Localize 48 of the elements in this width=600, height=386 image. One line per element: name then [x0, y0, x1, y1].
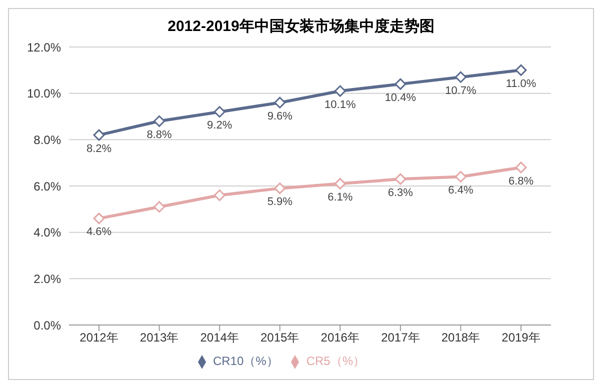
- data-label: 4.6%: [86, 226, 112, 238]
- point: [454, 71, 466, 83]
- point: [515, 64, 527, 76]
- x-tick-label: 2017年: [381, 330, 420, 345]
- x-tick-label: 2016年: [320, 330, 360, 345]
- legend-label: CR10（%）: [212, 354, 278, 368]
- y-tick-label: 2.0%: [34, 272, 62, 286]
- data-label: 8.2%: [86, 142, 112, 155]
- point: [214, 106, 226, 118]
- data-label: 10.7%: [445, 84, 477, 97]
- data-label: 10.1%: [324, 98, 356, 111]
- point: [154, 115, 166, 127]
- x-tick-label: 2018年: [441, 330, 480, 345]
- y-tick-label: 0.0%: [34, 318, 62, 332]
- point: [93, 212, 105, 224]
- data-label: 10.4%: [384, 92, 416, 104]
- data-label: 9.6%: [267, 110, 293, 122]
- chart-title: 2012-2019年中国女装市场集中度走势图: [166, 17, 436, 37]
- point: [515, 162, 527, 174]
- point: [394, 173, 406, 185]
- point: [274, 182, 286, 194]
- y-tick-label: 8.0%: [34, 132, 62, 147]
- data-label: 6.3%: [388, 186, 414, 199]
- data-label: 6.1%: [328, 191, 353, 204]
- y-tick-label: 12.0%: [26, 40, 62, 54]
- x-tick-label: 2014年: [200, 330, 239, 345]
- legend-label: CR5（%）: [306, 354, 366, 368]
- y-tick-label: 6.0%: [34, 179, 62, 194]
- data-label: 9.2%: [207, 120, 232, 132]
- point: [214, 190, 226, 202]
- point: [334, 85, 346, 97]
- x-tick-label: 2019年: [502, 330, 540, 345]
- point: [454, 170, 466, 182]
- data-label: 11.0%: [506, 78, 536, 90]
- data-label: 6.8%: [508, 175, 534, 188]
- data-label: 6.4%: [448, 184, 474, 197]
- data-label: 5.9%: [267, 196, 293, 208]
- point: [274, 96, 286, 108]
- point: [154, 201, 166, 213]
- point: [394, 78, 406, 90]
- y-tick-label: 4.0%: [34, 226, 62, 240]
- point: [93, 129, 105, 141]
- x-tick-label: 2015年: [260, 330, 300, 345]
- x-tick-label: 2013年: [140, 330, 179, 345]
- x-tick-label: 2012年: [80, 330, 118, 345]
- point: [334, 178, 346, 190]
- y-tick-label: 10.0%: [26, 86, 62, 101]
- data-label: 8.8%: [146, 128, 172, 141]
